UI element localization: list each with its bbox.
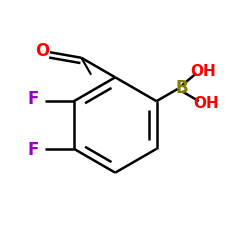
Text: O: O bbox=[35, 42, 49, 60]
Text: F: F bbox=[28, 90, 39, 108]
Text: B: B bbox=[175, 79, 188, 97]
Text: F: F bbox=[28, 141, 39, 159]
Text: OH: OH bbox=[190, 64, 216, 79]
Text: OH: OH bbox=[193, 96, 218, 110]
